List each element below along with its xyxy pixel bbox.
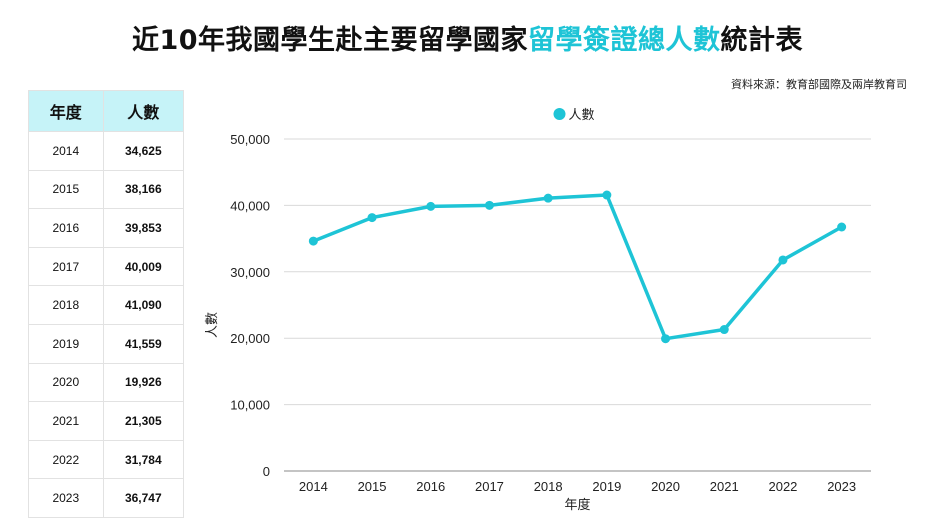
x-tick-label: 2014 xyxy=(299,479,328,494)
y-tick-label: 50,000 xyxy=(230,132,270,147)
data-point xyxy=(426,201,436,211)
title-part2: 統計表 xyxy=(720,25,804,56)
data-point xyxy=(661,334,671,344)
data-point xyxy=(484,200,494,210)
x-tick-label: 2018 xyxy=(534,479,563,494)
table-header-row: 年度 人數 xyxy=(28,90,185,132)
x-tick-label: 2022 xyxy=(768,479,797,494)
table-row: 2022 31,784 xyxy=(28,439,185,480)
year-cell: 2015 xyxy=(28,169,104,210)
data-point xyxy=(837,222,847,232)
header-year: 年度 xyxy=(28,90,104,132)
x-tick-label: 2023 xyxy=(827,479,856,494)
table-row: 2018 41,090 xyxy=(28,285,185,325)
data-point xyxy=(719,325,729,335)
year-cell: 2019 xyxy=(28,323,104,364)
x-axis-title: 年度 xyxy=(564,497,590,513)
count-cell: 21,305 xyxy=(102,401,185,441)
series-line xyxy=(311,193,844,341)
count-cell: 31,784 xyxy=(102,439,185,480)
data-point xyxy=(308,236,318,246)
header-count: 人數 xyxy=(102,90,185,132)
count-cell: 41,559 xyxy=(102,323,185,364)
title-part1: 近10年我國學生赴主要留學國家 xyxy=(131,25,529,56)
data-table: 年度 人數 2014 34,625 2015 38,166 2016 39,853 2017… xyxy=(28,90,185,518)
year-cell: 2016 xyxy=(28,208,104,248)
count-cell: 41,090 xyxy=(102,285,185,325)
year-cell: 2023 xyxy=(28,478,104,518)
year-cell: 2020 xyxy=(28,362,104,403)
y-tick-label: 10,000 xyxy=(230,398,270,413)
page-title: 近10年我國學生赴主要留學國家留學簽證總人數統計表 xyxy=(0,18,935,57)
line-chart: 0 10,000 20,000 30,000 40,000 50,000 2014 2015 2… xyxy=(205,108,871,513)
year-cell: 2014 xyxy=(28,131,104,171)
data-point xyxy=(367,213,377,223)
y-tick-label: 40,000 xyxy=(230,198,270,213)
table-row: 2023 36,747 xyxy=(28,478,185,518)
legend-label: 人數 xyxy=(569,108,595,123)
year-cell: 2017 xyxy=(28,246,104,287)
table-row: 2020 19,926 xyxy=(28,362,185,403)
y-tick-label: 20,000 xyxy=(230,331,270,346)
count-cell: 40,009 xyxy=(102,246,185,287)
data-point xyxy=(778,255,788,265)
title-highlight: 留學簽證總人數 xyxy=(528,25,721,56)
x-tick-label: 2021 xyxy=(710,479,739,494)
x-tick-label: 2015 xyxy=(358,479,387,494)
legend-marker xyxy=(553,108,566,120)
data-point xyxy=(543,193,553,203)
y-axis-title: 人數 xyxy=(205,312,220,338)
year-cell: 2018 xyxy=(28,285,104,325)
source-note: 資料來源：教育部國際及兩岸教育司 xyxy=(731,78,907,91)
y-tick-label: 30,000 xyxy=(230,265,270,280)
x-tick-label: 2019 xyxy=(592,479,621,494)
table-body: 2014 34,625 2015 38,166 2016 39,853 2017 40,009… xyxy=(28,131,185,518)
x-tick-label: 2017 xyxy=(475,479,504,494)
table-row: 2016 39,853 xyxy=(28,208,185,248)
x-tick-label: 2016 xyxy=(416,479,445,494)
table-row: 2015 38,166 xyxy=(28,169,185,210)
table-row: 2019 41,559 xyxy=(28,323,185,364)
count-cell: 38,166 xyxy=(102,169,185,210)
table-row: 2017 40,009 xyxy=(28,246,185,287)
table-row: 2014 34,625 xyxy=(28,131,185,171)
x-tick-label: 2020 xyxy=(651,479,680,494)
data-point xyxy=(602,190,612,200)
count-cell: 39,853 xyxy=(102,208,185,248)
y-tick-label: 0 xyxy=(263,464,270,479)
count-cell: 34,625 xyxy=(102,131,185,171)
count-cell: 19,926 xyxy=(102,362,185,403)
year-cell: 2022 xyxy=(28,439,104,480)
year-cell: 2021 xyxy=(28,401,104,441)
count-cell: 36,747 xyxy=(102,478,185,518)
table-row: 2021 21,305 xyxy=(28,401,185,441)
